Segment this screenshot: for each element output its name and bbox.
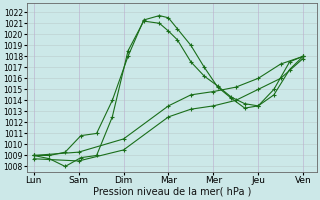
X-axis label: Pression niveau de la mer( hPa ): Pression niveau de la mer( hPa ) (92, 187, 251, 197)
